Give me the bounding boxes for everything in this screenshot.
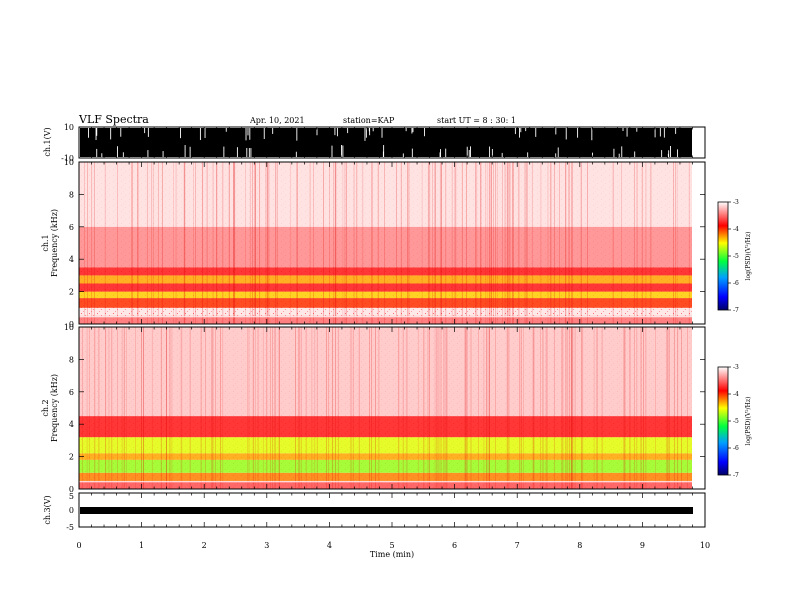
spectral-band xyxy=(79,416,692,438)
colorbar-tick-label: -5 xyxy=(733,253,739,260)
spectral-band xyxy=(79,480,692,489)
colorbar-tick-label: -4 xyxy=(733,391,739,398)
ch2-spectrogram-panel: 0 2 4 6 8 10 ch.2 Frequency (kHz) xyxy=(41,323,706,494)
ch2-spectrogram-xticks xyxy=(78,327,706,489)
frequency-tick-label: 0 xyxy=(69,485,74,494)
ch3-waveform-xticks xyxy=(78,493,706,527)
station-label: station=KAP xyxy=(343,116,395,125)
ch1-colorbar-ticks: -3 -4 -5 -6 -7 xyxy=(728,199,739,314)
colorbar-tick-label: -3 xyxy=(733,199,739,206)
time-tick-label: 6 xyxy=(452,541,457,550)
ch2-colorbar-ticks: -3 -4 -5 -6 -7 xyxy=(728,364,739,479)
ch1-waveform-panel: 10 -10 ch.1(V) xyxy=(43,123,706,163)
colorbar-tick-label: -6 xyxy=(733,445,739,452)
ch2-colorbar: -3 -4 -5 -6 -7 log(PSD)(V²/Hz) xyxy=(717,364,752,479)
date-label: Apr. 10, 2021 xyxy=(249,116,305,125)
ch1-spectrogram-yticks: 0 2 4 6 8 10 xyxy=(64,158,705,329)
colorbar-tick-label: -5 xyxy=(733,418,739,425)
spectral-band xyxy=(79,162,692,227)
time-tick-label: 5 xyxy=(389,541,394,550)
frequency-tick-label: 0 xyxy=(69,320,74,329)
ch1-ytick-bottom: -10 xyxy=(61,154,74,163)
spectral-band xyxy=(79,267,692,276)
time-tick-label: 1 xyxy=(139,541,144,550)
frequency-tick-label: 6 xyxy=(69,223,74,232)
spectral-band xyxy=(79,327,692,417)
ch2-spectrogram-ylabel-channel: ch.2 xyxy=(41,399,50,416)
colorbar-tick-label: -4 xyxy=(733,226,739,233)
ch1-ytick-top: 10 xyxy=(64,123,74,132)
ch2-colorbar-gradient xyxy=(717,366,729,476)
figure-title: VLF Spectra xyxy=(78,113,149,126)
time-axis-label: Time (min) xyxy=(370,550,414,559)
spectral-band xyxy=(79,283,692,292)
frequency-tick-label: 2 xyxy=(69,288,74,297)
time-tick-label: 9 xyxy=(640,541,645,550)
ch2-spectrogram-yticks: 0 2 4 6 8 10 xyxy=(64,323,705,494)
spectral-band xyxy=(79,437,692,454)
ch1-waveform-trace xyxy=(80,128,692,157)
frequency-tick-label: 4 xyxy=(69,255,74,264)
frequency-tick-label: 8 xyxy=(69,355,74,364)
spectral-band xyxy=(79,453,692,460)
ch1-colorbar-label: log(PSD)(V²/Hz) xyxy=(745,232,752,281)
time-tick-label: 3 xyxy=(264,541,269,550)
ch2-colorbar-label: log(PSD)(V²/Hz) xyxy=(745,397,752,446)
colorbar-tick-label: -7 xyxy=(733,472,739,479)
time-tick-label: 4 xyxy=(327,541,332,550)
time-tick-label: 2 xyxy=(202,541,207,550)
frequency-tick-label: 6 xyxy=(69,388,74,397)
colorbar-tick-label: -6 xyxy=(733,280,739,287)
ch3-waveform-ylabel: ch.3(V) xyxy=(43,495,52,524)
ch3-ytick-bottom: -5 xyxy=(66,523,74,532)
ch2-spectrogram-ylabel: Frequency (kHz) xyxy=(50,374,59,442)
spectral-band xyxy=(79,298,692,308)
start-time-label: start UT = 8 : 30: 1 xyxy=(437,116,516,125)
ch1-spectrogram-ylabel-channel: ch.1 xyxy=(41,234,50,251)
frequency-tick-label: 10 xyxy=(64,323,74,332)
ch3-ytick-mid: 0 xyxy=(69,506,74,515)
ch2-spectrogram-image xyxy=(79,327,692,489)
ch1-waveform-ylabel: ch.1(V) xyxy=(43,127,52,156)
ch1-colorbar-gradient xyxy=(717,201,729,311)
ch3-waveform-trace xyxy=(80,507,693,514)
time-tick-label: 7 xyxy=(515,541,520,550)
spectral-band xyxy=(79,226,692,268)
ch3-ytick-top: 5 xyxy=(69,492,74,501)
frequency-tick-label: 8 xyxy=(69,190,74,199)
ch3-waveform-panel: 5 0 -5 ch.3(V) 0 1 2 3 4 5 6 7 8 9 10 Time (min) xyxy=(43,492,710,559)
ch1-spectrogram-xticks xyxy=(78,162,706,324)
frequency-tick-label: 4 xyxy=(69,420,74,429)
time-axis-ticklabels: 0 1 2 3 4 5 6 7 8 9 10 xyxy=(76,541,710,550)
waveform-fill xyxy=(80,128,692,157)
ch1-spectrogram-panel: 0 2 4 6 8 10 ch.1 Frequency (kHz) xyxy=(41,158,706,329)
time-tick-label: 10 xyxy=(700,541,710,550)
time-tick-label: 8 xyxy=(577,541,582,550)
spectral-band xyxy=(79,275,692,284)
frequency-tick-label: 10 xyxy=(64,158,74,167)
ch1-colorbar: -3 -4 -5 -6 -7 log(PSD)(V²/Hz) xyxy=(717,199,752,314)
ch1-spectrogram-ylabel: Frequency (kHz) xyxy=(50,209,59,277)
time-tick-label: 0 xyxy=(76,541,81,550)
spectral-band xyxy=(79,315,692,324)
spectral-band xyxy=(79,459,692,473)
ch1-spectrogram-image xyxy=(79,162,692,324)
spectral-band xyxy=(79,291,692,299)
colorbar-tick-label: -3 xyxy=(733,364,739,371)
colorbar-tick-label: -7 xyxy=(733,307,739,314)
spectral-band xyxy=(79,472,692,481)
ch1-waveform-xticks xyxy=(78,127,706,158)
frequency-tick-label: 2 xyxy=(69,453,74,462)
